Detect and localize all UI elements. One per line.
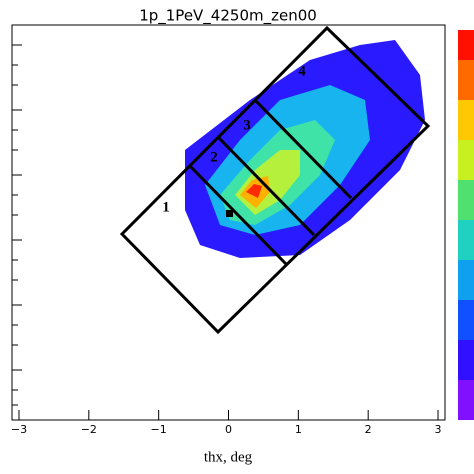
region-label: 2	[210, 149, 218, 165]
region-label: 1	[162, 199, 170, 215]
x-tick-label: 1	[295, 423, 302, 436]
x-tick-label: −2	[81, 423, 97, 436]
marker	[226, 210, 233, 217]
x-tick-label: −3	[11, 423, 27, 436]
color-bar	[458, 30, 474, 420]
region-divider	[253, 98, 353, 200]
region-outline	[119, 25, 431, 335]
x-axis-label: thx, deg	[204, 449, 253, 465]
region-divider	[188, 164, 288, 266]
region-label: 3	[243, 117, 251, 133]
y-tick	[12, 44, 22, 406]
y-axis-ticks	[12, 44, 22, 406]
x-tick-label: 3	[435, 423, 442, 436]
region-divider	[216, 135, 316, 237]
x-tick-label: 0	[225, 423, 232, 436]
region-boxes	[119, 25, 431, 335]
region-label: 4	[298, 63, 306, 79]
chart-title: 1p_1PeV_4250m_zen00	[139, 7, 317, 26]
x-tick-label: −1	[151, 423, 167, 436]
contour-level	[246, 184, 262, 198]
x-tick-label: 2	[365, 423, 372, 436]
